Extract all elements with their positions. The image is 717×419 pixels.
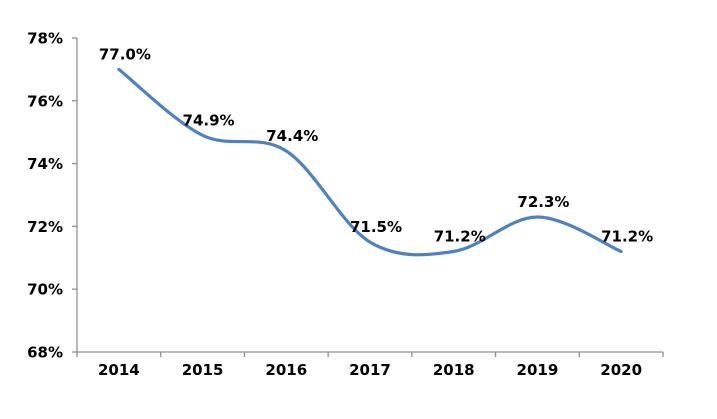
data-point-label: 72.3% (517, 193, 569, 211)
x-axis-tick-label: 2020 (600, 361, 642, 379)
x-axis-tick-label: 2015 (182, 361, 224, 379)
data-point-label: 77.0% (99, 45, 151, 63)
y-axis-tick-label: 72% (27, 218, 63, 236)
data-point-label: 71.2% (434, 228, 486, 246)
x-axis-tick-label: 2019 (517, 361, 559, 379)
data-point-label: 74.9% (183, 111, 235, 129)
x-axis-tick-label: 2018 (433, 361, 475, 379)
data-point-label: 71.5% (350, 218, 402, 236)
y-axis-tick-label: 74% (27, 155, 63, 173)
x-axis-tick-label: 2016 (265, 361, 307, 379)
x-axis-tick-label: 2014 (98, 361, 140, 379)
data-series-line (117, 67, 623, 257)
y-axis-tick-label: 78% (27, 30, 63, 48)
x-axis-tick-label: 2017 (349, 361, 391, 379)
data-point-label: 74.4% (266, 127, 318, 145)
y-axis-tick-label: 68% (27, 344, 63, 362)
y-axis-tick-label: 76% (27, 92, 63, 110)
data-point-label: 71.2% (601, 228, 653, 246)
y-axis-tick-label: 70% (27, 281, 63, 299)
